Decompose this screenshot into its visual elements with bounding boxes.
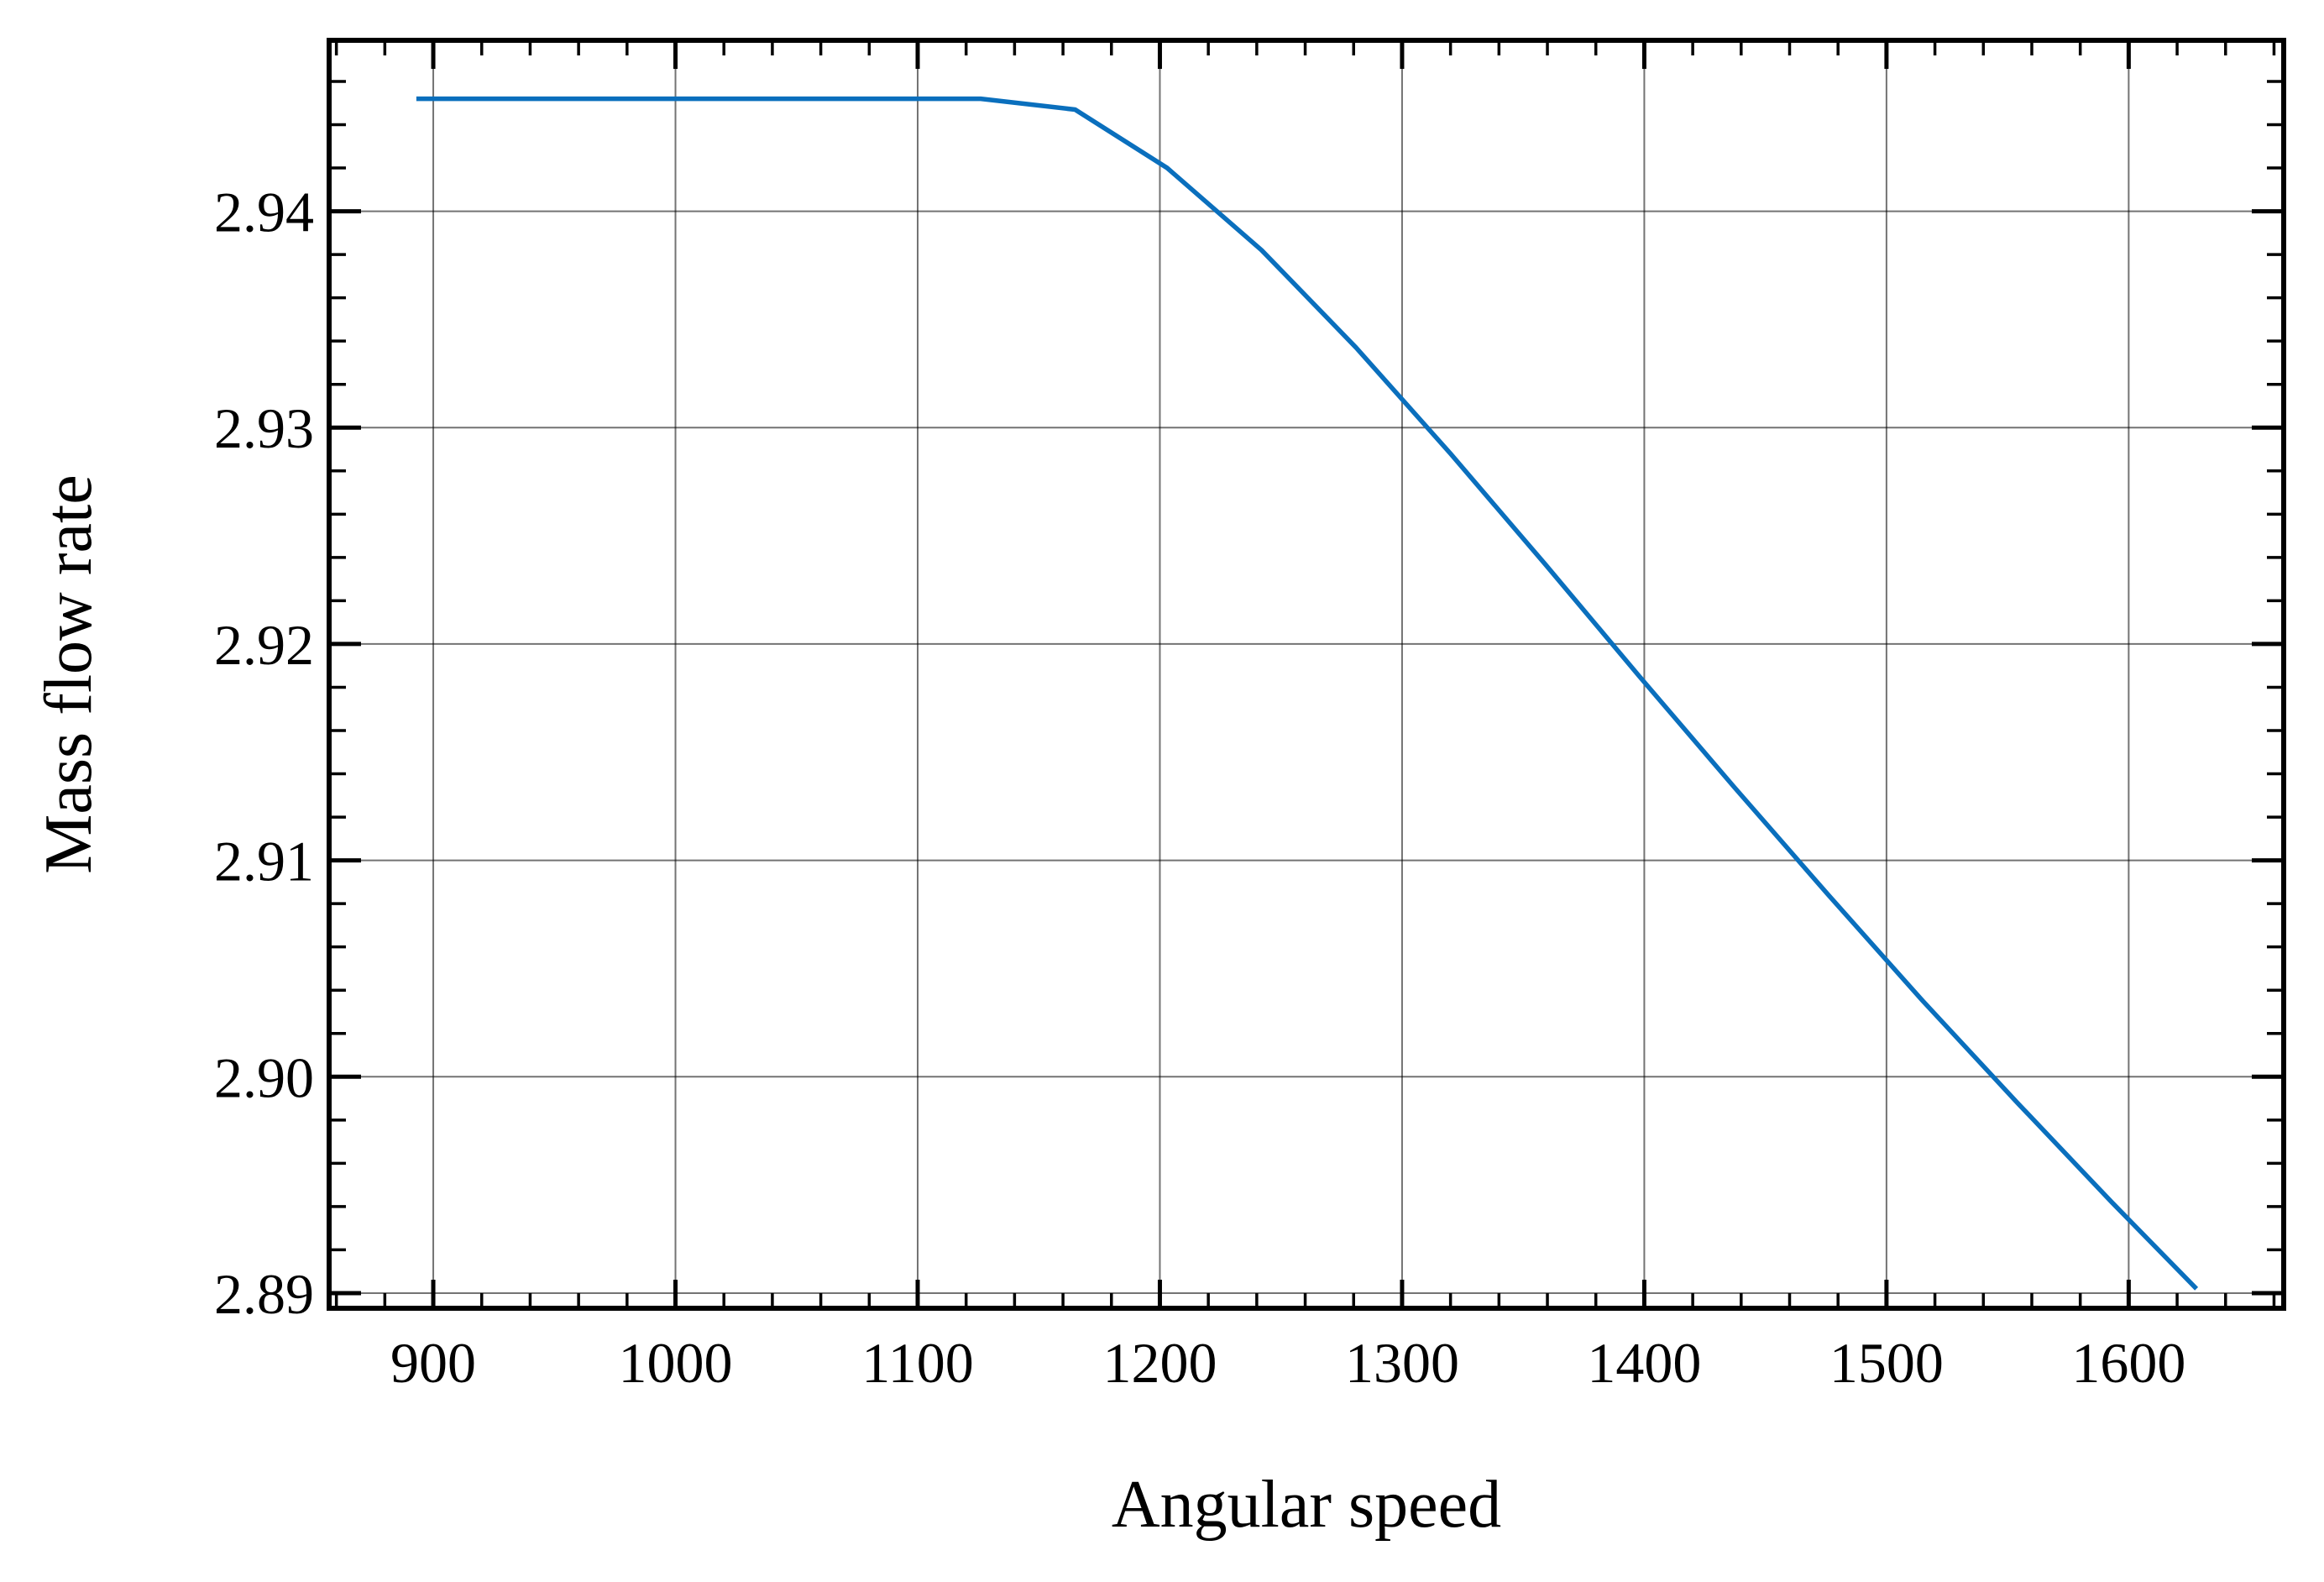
x-tick-label: 1500 — [1829, 1331, 1944, 1395]
y-tick-label: 2.91 — [214, 830, 314, 893]
x-tick-label: 900 — [390, 1331, 476, 1395]
x-tick-label: 1600 — [2071, 1331, 2185, 1395]
series-layer — [416, 96, 2199, 1291]
y-tick-label: 2.90 — [214, 1045, 314, 1109]
x-tick-label: 1200 — [1102, 1331, 1217, 1395]
y-tick-label: 2.92 — [214, 613, 314, 677]
y-tick-label: 2.94 — [214, 181, 314, 244]
grid — [329, 40, 2284, 1308]
y-axis-label: Mass flow rate — [32, 474, 106, 873]
tick-labels: 900 1000 1100 1200 1300 1400 1500 1600 2.89 2.90 2… — [214, 181, 2185, 1395]
x-tick-label: 1000 — [619, 1331, 733, 1395]
x-axis-label: Angular speed — [1112, 1468, 1501, 1542]
y-tick-label: 2.89 — [214, 1262, 314, 1326]
plot-frame — [327, 38, 2286, 1311]
ticks — [329, 40, 2284, 1308]
x-tick-label: 1100 — [861, 1331, 973, 1395]
x-tick-label: 1400 — [1587, 1331, 1701, 1395]
x-tick-label: 1300 — [1345, 1331, 1459, 1395]
series-line — [416, 96, 2199, 1291]
y-tick-label: 2.93 — [214, 396, 314, 460]
